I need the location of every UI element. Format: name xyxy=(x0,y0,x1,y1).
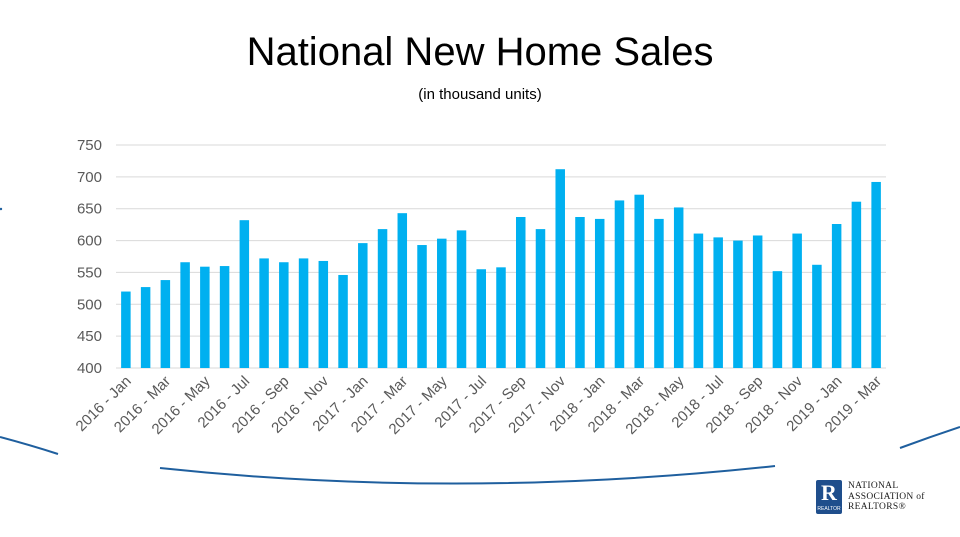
logo-line-2: ASSOCIATION of xyxy=(848,491,925,502)
realtor-logo-letter: R xyxy=(821,480,837,505)
bar xyxy=(733,240,743,368)
bar xyxy=(239,220,250,368)
y-axis-tick-labels: 400 450 500 550 600 650 700 750 xyxy=(77,137,102,377)
bar xyxy=(180,262,190,368)
bar xyxy=(752,235,763,368)
logo-line-1: NATIONAL xyxy=(848,481,899,491)
logo-line-3: REALTORS® xyxy=(848,502,906,512)
bar xyxy=(377,229,388,368)
bar xyxy=(713,237,723,368)
decorative-arc-left xyxy=(0,436,59,455)
y-tick-label: 650 xyxy=(77,201,102,218)
bar xyxy=(792,233,802,368)
decorative-arcs xyxy=(0,207,960,485)
y-tick-label: 600 xyxy=(77,233,102,250)
decorative-dot xyxy=(0,207,3,211)
decorative-arc-right xyxy=(899,426,960,449)
y-tick-label: 400 xyxy=(77,360,102,377)
bar xyxy=(654,218,664,368)
bar xyxy=(772,271,783,368)
bar xyxy=(437,238,447,368)
y-tick-label: 450 xyxy=(77,328,102,345)
bar xyxy=(219,266,230,368)
bar xyxy=(476,269,487,368)
bar xyxy=(851,201,862,368)
chart-bars xyxy=(121,169,881,368)
bar xyxy=(160,280,171,368)
bar xyxy=(535,229,546,368)
y-tick-label: 550 xyxy=(77,264,102,281)
bar xyxy=(673,207,684,368)
bar xyxy=(831,224,842,368)
bar xyxy=(338,274,348,368)
bar xyxy=(298,258,309,368)
bar xyxy=(417,245,427,368)
bar xyxy=(456,230,467,368)
bar xyxy=(259,258,269,368)
bar xyxy=(279,262,289,368)
bar xyxy=(871,181,881,368)
bar xyxy=(515,216,526,368)
bar xyxy=(358,243,368,368)
bar xyxy=(634,194,644,368)
y-tick-label: 700 xyxy=(77,169,102,186)
bar xyxy=(614,200,625,368)
bar xyxy=(575,216,585,368)
realtor-logo-sub: REALTOR xyxy=(817,506,841,512)
bar xyxy=(140,287,151,368)
bar xyxy=(812,264,822,368)
realtor-logo-icon: R REALTOR xyxy=(816,480,842,514)
bar xyxy=(693,233,704,368)
bar xyxy=(397,213,408,368)
nar-logo: R REALTOR NATIONAL ASSOCIATION of REALTO… xyxy=(816,480,956,520)
y-tick-label: 500 xyxy=(77,296,102,313)
chart-title: National New Home Sales xyxy=(246,30,714,74)
bar xyxy=(318,260,329,368)
bar xyxy=(496,267,506,368)
y-tick-label: 750 xyxy=(77,137,102,154)
decorative-arc-bottom xyxy=(159,465,776,485)
chart-subtitle: (in thousand units) xyxy=(418,86,542,103)
bar xyxy=(200,266,210,368)
bar xyxy=(594,218,605,368)
bar xyxy=(121,291,131,368)
nar-logo-text: NATIONAL ASSOCIATION of REALTORS® xyxy=(848,481,958,513)
bar xyxy=(555,169,565,368)
